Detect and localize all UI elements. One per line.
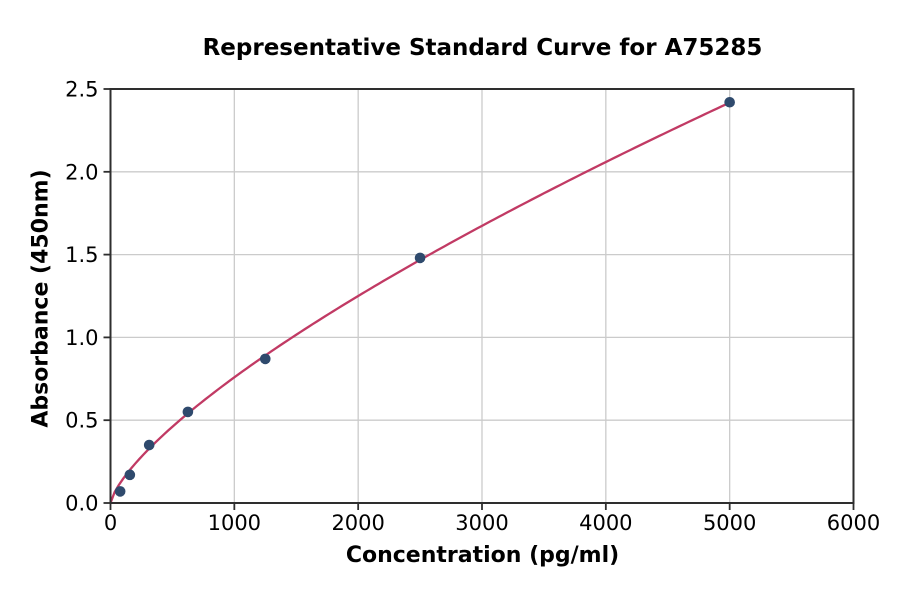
- y-tick-label: 2.0: [65, 160, 98, 184]
- y-tick-label: 0.0: [65, 492, 98, 516]
- x-tick-label: 6000: [827, 511, 880, 535]
- chart-title: Representative Standard Curve for A75285: [202, 35, 763, 61]
- y-tick-label: 1.5: [65, 243, 98, 267]
- data-point: [259, 353, 271, 365]
- x-axis-label: Concentration (pg/ml): [345, 543, 620, 568]
- y-tick-label: 1.0: [65, 326, 98, 350]
- data-point: [724, 96, 735, 108]
- data-point: [182, 406, 194, 418]
- y-tick-label: 2.5: [65, 78, 98, 102]
- x-tick-label: 2000: [331, 511, 384, 535]
- data-point: [114, 486, 126, 497]
- x-tick-label: 4000: [579, 511, 632, 535]
- plot-border: [109, 88, 855, 504]
- data-point: [414, 252, 426, 264]
- x-tick-label: 0: [104, 511, 117, 535]
- y-tick-label: 0.5: [65, 409, 98, 433]
- y-axis-label: Absorbance (450nm): [28, 169, 54, 428]
- data-point: [124, 469, 136, 481]
- fit-curve: [109, 101, 731, 505]
- x-tick-label: 3000: [455, 511, 508, 535]
- x-tick-label: 1000: [208, 511, 261, 535]
- x-tick-label: 5000: [703, 511, 756, 535]
- data-point: [143, 439, 155, 451]
